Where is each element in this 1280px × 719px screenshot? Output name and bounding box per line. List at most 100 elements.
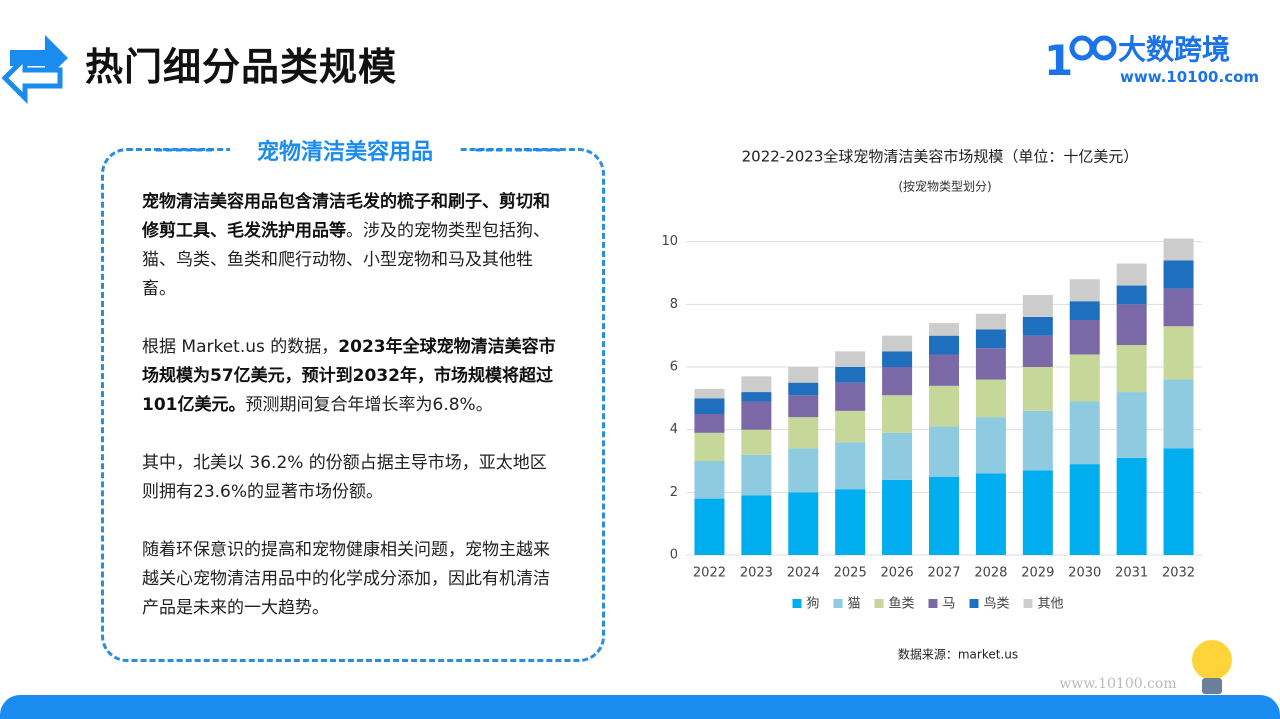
bar-segment: [1116, 285, 1147, 305]
logo-mark: 1: [1044, 35, 1117, 85]
legend-label: 猫: [848, 597, 861, 612]
bar-segment: [788, 417, 819, 449]
bar-segment: [929, 335, 959, 355]
bar-segment: [1163, 238, 1194, 261]
legend-swatch: [1023, 599, 1033, 608]
bar-segment: [1022, 316, 1053, 336]
bar-segment: [694, 432, 725, 461]
bar-segment: [835, 367, 866, 383]
bar-segment: [694, 414, 725, 433]
bar-segment: [975, 417, 1006, 474]
bar-segment: [694, 388, 725, 399]
text-run: 。涉及的宠物类型包括狗、猫、鸟类、鱼类和爬行动物、小型宠物和马及其他牲畜。: [142, 221, 550, 299]
bar-segment: [788, 382, 819, 396]
bar-segment: [741, 392, 772, 402]
bar-segment: [1116, 457, 1147, 555]
x-tick-label: 2026: [881, 566, 914, 581]
bar-segment: [1163, 379, 1194, 449]
bar-segment: [835, 351, 866, 367]
legend-label: 鸟类: [984, 596, 1010, 612]
bar-segment: [975, 379, 1006, 418]
x-tick-label: 2024: [787, 566, 820, 581]
bar-segment: [975, 329, 1006, 349]
x-tick-label: 2030: [1068, 566, 1101, 581]
bar-segment: [1022, 335, 1053, 367]
bar-segment: [882, 367, 913, 396]
legend-swatch: [969, 599, 979, 608]
chart-title: 2022-2023全球宠物清洁美容市场规模（单位：十亿美元）: [742, 148, 1139, 166]
x-tick-label: 2028: [974, 566, 1007, 581]
bar-segment: [929, 354, 959, 386]
x-tick-label: 2031: [1115, 566, 1148, 581]
bar-segment: [929, 323, 959, 336]
bar-segment: [788, 448, 819, 493]
bar-segment: [741, 401, 772, 430]
bar-segment: [835, 382, 866, 411]
bar-segment: [1022, 367, 1053, 411]
text-run: 根据 Market.us 的数据，: [142, 337, 339, 357]
bar-segment: [1022, 410, 1053, 471]
bar-segment: [835, 410, 866, 443]
bar-segment: [882, 335, 913, 352]
x-tick-label: 2022: [693, 566, 726, 581]
text-run: 宠物清洁美容用品包含清洁毛发的梳子和刷子、剪切和修剪工具、毛发洗护用品等: [142, 192, 550, 241]
page-title: 热门细分品类规模: [85, 45, 398, 89]
y-tick-label: 0: [670, 548, 678, 563]
legend-swatch: [928, 599, 938, 608]
bar-segment: [1022, 470, 1053, 555]
y-tick-label: 10: [661, 234, 678, 249]
x-tick-label: 2023: [740, 566, 773, 581]
bar-segment: [694, 461, 725, 499]
svg-text:1: 1: [1044, 36, 1073, 85]
y-tick-label: 8: [670, 297, 678, 312]
bar-segment: [694, 398, 725, 414]
text-run: 其中，北美以 36.2% 的份额占据主导市场，亚太地区则拥有23.6%的显著市场…: [142, 453, 547, 502]
legend-label: 狗: [807, 597, 820, 612]
bar-segment: [741, 376, 772, 393]
bar-segment: [1163, 448, 1194, 555]
bar-segment: [835, 442, 866, 490]
bar-segment: [882, 351, 913, 367]
x-tick-label: 2025: [834, 566, 867, 581]
bulb-icon: [1192, 640, 1232, 694]
y-tick-label: 4: [670, 422, 678, 437]
legend-label: 马: [943, 597, 956, 612]
legend-swatch: [833, 599, 843, 608]
legend-swatch: [792, 599, 802, 608]
bar-segment: [975, 473, 1006, 555]
heading-dashes: [156, 148, 560, 152]
source: 数据来源：market.us: [898, 647, 1018, 662]
text-run: 预测期间复合年增长率为6.8%。: [245, 395, 493, 415]
bar-segment: [741, 495, 772, 555]
bar-segment: [1116, 345, 1147, 393]
bar-segment: [1116, 304, 1147, 346]
bar-segment: [1163, 288, 1194, 327]
paragraph: 其中，北美以 36.2% 的份额占据主导市场，亚太地区则拥有23.6%的显著市场…: [142, 449, 562, 507]
paragraph: 随着环保意识的提高和宠物健康相关问题，宠物主越来越关心宠物清洁用品中的化学成分添…: [142, 536, 562, 623]
legend-label: 其他: [1038, 597, 1064, 612]
paragraph: 根据 Market.us 的数据，2023年全球宠物清洁美容市场规模为57亿美元…: [142, 333, 562, 420]
legend-swatch: [874, 599, 884, 608]
bar-segment: [975, 348, 1006, 380]
bar-segment: [882, 432, 913, 480]
brand-url: www.10100.com: [1120, 68, 1260, 86]
bar-segment: [835, 489, 866, 555]
panel-heading: 宠物清洁美容用品: [230, 134, 460, 166]
bar-segment: [975, 313, 1006, 330]
y-tick-label: 2: [670, 485, 678, 500]
bar-segment: [788, 492, 819, 555]
bar-segment: [1069, 401, 1100, 465]
text-run: 2023年全球宠物清洁美容市场规模为57亿美元，预计到2032年，市场规模将超过…: [142, 337, 556, 415]
bar-segment: [741, 429, 772, 455]
bar-segment: [1116, 392, 1147, 458]
panel-text: 宠物清洁美容用品包含清洁毛发的梳子和刷子、剪切和修剪工具、毛发洗护用品等。涉及的…: [142, 188, 562, 652]
bar-segment: [929, 476, 959, 555]
bar-segment: [1069, 354, 1100, 402]
bar-segment: [1022, 294, 1053, 317]
bar-segment: [1163, 260, 1194, 289]
bar-segment: [882, 395, 913, 433]
watermark: www.10100.com: [1059, 676, 1176, 692]
bottom-bar: [0, 695, 1280, 719]
